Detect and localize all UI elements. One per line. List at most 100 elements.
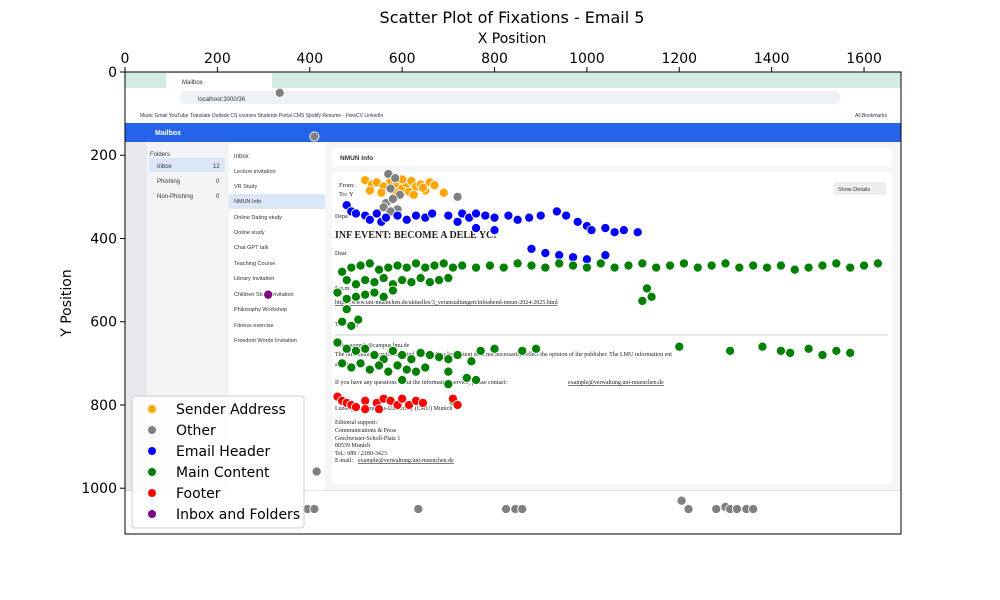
fixation-point: [341, 304, 352, 315]
fixation-point: [457, 260, 468, 271]
fixation-point: [526, 260, 537, 271]
fixation-point: [369, 349, 380, 361]
fixation-point: [424, 277, 435, 288]
fixation-point: [350, 291, 362, 302]
fixation-point: [789, 264, 800, 275]
fixation-point: [429, 180, 440, 191]
svg-text:Philosophy Workshop: Philosophy Workshop: [234, 307, 287, 313]
fixation-point: [346, 362, 357, 373]
fixation-point: [831, 345, 842, 356]
svg-text:This examp: This example@campus.lmu.de: [335, 343, 410, 349]
y-axis-title: Y Position: [59, 269, 75, 338]
fixation-point: [803, 343, 814, 354]
fixation-point: [410, 210, 422, 221]
fixation-point: [540, 248, 551, 259]
fixation-point: [664, 260, 676, 271]
svg-text:Music Gmail YouTube Tran: Music Gmail YouTube Translate Outlook CS…: [140, 113, 383, 119]
fixation-point: [443, 272, 454, 284]
svg-text:Online Dating study: Online Dating study: [234, 215, 282, 221]
svg-text:Communications & Press: Communications & Press: [335, 428, 397, 434]
svg-text:Ludwig-Maximilians-University: Ludwig-Maximilians-University (LMU) Muni…: [335, 405, 452, 412]
fixation-point: [420, 262, 431, 273]
svg-text:Non-Phishing: Non-Phishing: [157, 194, 193, 200]
fixation-point: [609, 262, 620, 273]
fixation-point: [489, 343, 500, 354]
fixation-point: [748, 260, 759, 271]
svg-text:0: 0: [216, 194, 220, 200]
fixation-point: [380, 212, 392, 223]
fixation-point: [387, 193, 398, 204]
fixation-point: [424, 349, 435, 361]
fixation-point: [337, 316, 348, 327]
legend-label: Email Header: [176, 444, 271, 460]
fixation-point: [346, 320, 357, 331]
fixation-point: [397, 275, 408, 286]
fixation-point: [373, 264, 385, 275]
fixation-point: [567, 260, 579, 271]
fixation-point: [466, 356, 477, 367]
x-tick-label: 1200: [661, 51, 697, 67]
fixation-point: [817, 260, 828, 271]
fixation-point: [355, 358, 366, 369]
y-tick-label: 1000: [81, 481, 117, 497]
fixation-point: [858, 260, 870, 271]
fixation-point: [470, 374, 482, 386]
y-tick-label: 600: [90, 315, 117, 331]
x-tick-label: 1400: [754, 51, 790, 67]
fixation-point: [332, 287, 343, 298]
fixation-point: [872, 258, 883, 269]
fixation-point: [618, 225, 629, 236]
fixation-point: [350, 402, 362, 413]
x-tick-label: 400: [296, 51, 323, 67]
fixation-point: [567, 252, 579, 263]
fixation-point: [711, 503, 722, 515]
fixation-point: [731, 503, 743, 515]
fixation-point: [452, 191, 463, 202]
fixation-point: [397, 393, 408, 404]
fixation-point: [274, 87, 285, 98]
svg-text:Lecture invitation: Lecture invitation: [234, 169, 276, 175]
fixation-point: [725, 345, 736, 356]
legend-marker: [148, 468, 156, 476]
fixation-point: [415, 272, 426, 284]
legend-marker: [148, 426, 156, 434]
fixation-point: [470, 223, 482, 234]
series-2: [341, 200, 643, 265]
fixation-point: [332, 337, 343, 348]
svg-text:12: 12: [213, 164, 220, 170]
svg-text:VR Study: VR Study: [234, 184, 257, 190]
fixation-point: [817, 349, 828, 361]
fixation-point: [503, 210, 514, 221]
fixation-point: [341, 275, 352, 286]
x-axis-title: X Position: [478, 31, 547, 47]
fixation-point: [401, 214, 412, 225]
fixation-point: [600, 223, 611, 234]
fixation-point: [554, 250, 565, 261]
fixation-point: [360, 404, 371, 415]
fixation-point: [434, 352, 445, 363]
fixation-point: [410, 366, 422, 377]
fixation-point: [595, 258, 606, 269]
fixation-point: [646, 291, 657, 302]
fixation-point: [470, 262, 482, 273]
fixation-point: [373, 404, 385, 415]
fixation-point: [761, 262, 773, 273]
svg-text:Freedom Words Invitation: Freedom Words Invitation: [234, 338, 297, 344]
fixation-point: [341, 293, 352, 304]
fixation-point: [517, 503, 528, 515]
fixation-point: [706, 260, 717, 271]
svg-text:Chat GPT talk: Chat GPT talk: [234, 245, 269, 251]
plot-frame: [124, 71, 902, 535]
svg-text:Folders: Folders: [150, 152, 170, 158]
fixation-point: [632, 227, 643, 238]
svg-text:From:: From:: [339, 182, 355, 189]
fixation-point: [734, 262, 745, 273]
svg-text:The informatio: The information service is edited ation …: [335, 351, 672, 358]
fixation-point: [360, 395, 371, 406]
fixation-point: [337, 358, 348, 369]
svg-text:Inbox: Inbox: [157, 164, 172, 170]
fixation-point: [387, 285, 398, 296]
svg-text:If you have any questions abou: If you have any questions about the info…: [335, 379, 507, 386]
x-tick-label: 1000: [569, 51, 605, 67]
axes: 0 200 400 600 800 1000 1200 1400 160002004006008…: [81, 51, 902, 535]
